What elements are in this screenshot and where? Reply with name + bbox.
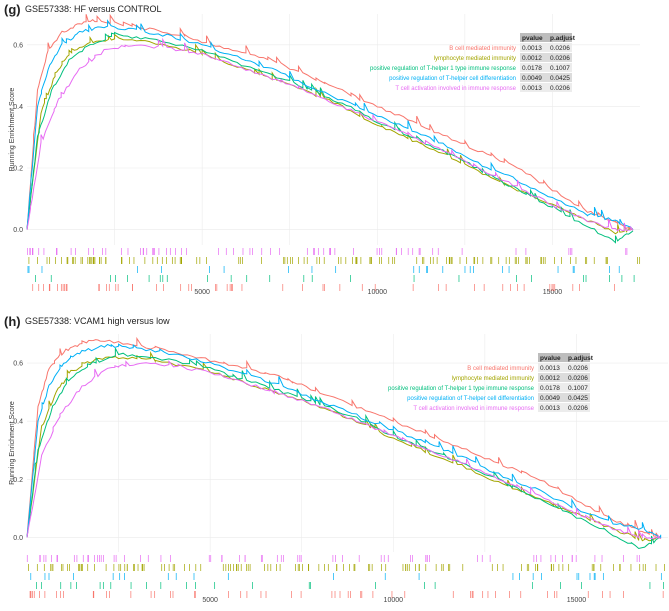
legend-pvalue: 0.0013 [540,405,560,412]
chart-svg-g: 0.0 0.2 0.4 0.6 Running Enrichment Score 5000… [9,13,641,296]
legend-row-bg [520,73,572,82]
chart-svg-h: 0.0 0.2 0.4 0.6 Running Enrichment Score 5000… [9,334,668,604]
series-line-3 [26,19,634,231]
y-tick-label: 0.0 [13,227,23,234]
legend-row-bg [538,383,590,392]
legend-padjust: 0.0206 [550,85,570,92]
legend-table: pvalue p.adjust B cell mediated immunity 0.… [370,33,576,92]
legend-series-name: lymphocyte mediated immunity [452,376,534,382]
x-tick-label: 10000 [368,289,388,296]
legend-pvalue: 0.0013 [540,365,560,372]
grid [27,14,640,245]
y-axis-label: Running Enrichment Score [9,88,16,172]
rug-row-1 [28,564,665,571]
x-tick-label: 5000 [194,289,210,296]
legend-padjust: 0.0206 [568,405,588,412]
legend-series-name: B cell mediated immunity [467,366,534,372]
series-line-4 [26,37,634,232]
legend-row-bg [538,393,590,402]
legend-row-bg [538,403,590,412]
series-line-1 [26,351,662,542]
chart-panel-g: (g) GSE57338: HF versus CONTROL 0.0 0.2 0.… [0,0,669,300]
legend-padjust: 0.0206 [568,365,588,372]
series-line-0 [26,336,661,539]
legend-header-bg [538,353,590,362]
y-tick-label: 0.2 [13,166,23,173]
legend-padjust: 0.0425 [550,75,570,82]
chart-title: GSE57338: HF versus CONTROL [25,4,162,14]
legend-pvalue: 0.0013 [522,85,542,92]
series-line-2 [26,31,634,244]
legend-padjust: 0.0425 [568,395,588,402]
rug-row-3 [27,266,620,273]
legend-row-bg [520,43,572,52]
y-tick-label: 0.4 [13,104,23,111]
series-line-4 [26,360,662,540]
legend-row-bg [520,53,572,62]
legend-padjust: 0.0206 [550,55,570,62]
y-tick-label: 0.2 [13,477,23,484]
legend-pvalue: 0.0013 [522,45,542,52]
series-line-2 [26,347,662,550]
legend-padjust: 0.1007 [568,385,588,392]
legend-header-padjust: p.adjust [550,35,576,42]
x-tick-label: 15000 [567,597,587,604]
rug-row-4 [26,555,640,562]
x-tick-label: 10000 [384,597,404,604]
legend-pvalue: 0.0049 [540,395,560,402]
x-tick-label: 15000 [543,289,563,296]
x-tick-label: 5000 [202,597,218,604]
panel-label: (g) [4,2,21,17]
legend-pvalue: 0.0049 [522,75,542,82]
legend-header-padjust: p.adjust [568,355,594,362]
series-line-0 [26,13,634,231]
legend-series-name: positive regulation of T-helper cell dif… [389,76,516,82]
legend-padjust: 0.0206 [568,375,588,382]
legend-series-name: positive regulation of T-helper 1 type i… [388,386,535,392]
legend-series-name: lymphocyte mediated immunity [434,56,516,62]
legend-row-bg [538,373,590,382]
chart-panel-h: (h) GSE57338: VCAM1 high versus low 0.0 0… [0,312,669,611]
legend-header-bg [520,33,572,42]
legend-series-name: T cell activation involved in immune res… [413,406,534,412]
series-line-3 [26,343,662,539]
legend-header-pvalue: pvalue [540,355,561,362]
rug-row-2 [36,582,664,589]
rug-row-3 [30,573,662,580]
legend-header-pvalue: pvalue [522,35,543,42]
legend-series-name: T cell activation involved in immune res… [395,86,516,92]
legend-series-name: positive regulation of T-helper 1 type i… [370,66,517,72]
rug-row-1 [28,257,641,264]
y-axis-label: Running Enrichment Score [9,401,16,485]
rug-row-0 [32,284,615,291]
legend-row-bg [520,83,572,92]
grid [27,334,668,552]
legend-padjust: 0.0206 [550,45,570,52]
y-tick-label: 0.6 [13,361,23,368]
chart-title: GSE57338: VCAM1 high versus low [25,316,170,326]
rug-row-2 [35,275,635,282]
legend-pvalue: 0.0178 [522,65,542,72]
legend-padjust: 0.1007 [550,65,570,72]
panel-label: (h) [4,314,21,329]
y-tick-label: 0.0 [13,535,23,542]
rug-row-0 [29,591,664,598]
legend-pvalue: 0.0012 [522,55,542,62]
y-tick-label: 0.6 [13,42,23,49]
legend-row-bg [538,363,590,372]
legend-series-name: B cell mediated immunity [449,46,516,52]
legend-pvalue: 0.0178 [540,385,560,392]
legend-row-bg [520,63,572,72]
rug-row-4 [26,248,628,255]
y-tick-label: 0.4 [13,419,23,426]
legend-table: pvalue p.adjust B cell mediated immunity 0.… [388,353,594,412]
legend-series-name: positive regulation of T-helper cell dif… [407,396,534,402]
legend-pvalue: 0.0012 [540,375,560,382]
